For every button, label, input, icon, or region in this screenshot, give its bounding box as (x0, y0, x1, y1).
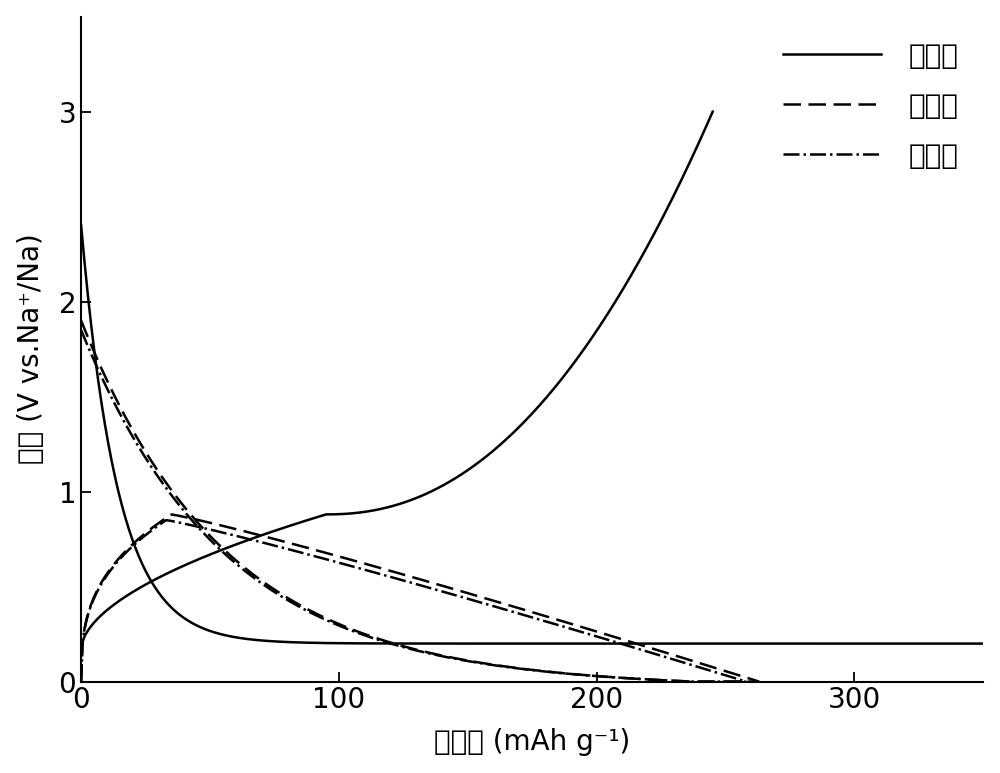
第三圈 (75, 325, 87, 335)
X-axis label: 比容量 (mAh g⁻¹): 比容量 (mAh g⁻¹) (434, 728, 630, 756)
第一圈 (650, 639, 662, 649)
第一圈 (75, 221, 87, 230)
第二圈 (479, 659, 491, 668)
第二圈 (738, 677, 750, 686)
第一圈 (599, 639, 611, 649)
第二圈 (685, 677, 697, 686)
第一圈 (759, 639, 771, 649)
Line: 第二圈: 第二圈 (81, 321, 759, 682)
第二圈 (631, 674, 643, 683)
第一圈 (977, 639, 989, 649)
Line: 第一圈: 第一圈 (81, 226, 983, 644)
第三圈 (726, 677, 738, 686)
第二圈 (75, 316, 87, 325)
Legend: 第一圈, 第二圈, 第三圈: 第一圈, 第二圈, 第三圈 (772, 31, 969, 181)
第一圈 (130, 546, 142, 555)
第二圈 (753, 677, 765, 686)
第一圈 (623, 639, 635, 649)
第三圈 (688, 677, 700, 686)
第三圈 (471, 658, 483, 667)
第三圈 (620, 673, 632, 683)
第二圈 (442, 652, 454, 662)
Y-axis label: 电压 (V vs.Na⁺/Na): 电压 (V vs.Na⁺/Na) (17, 233, 45, 465)
第三圈 (395, 642, 407, 651)
Line: 第三圈: 第三圈 (81, 330, 746, 682)
第一圈 (852, 639, 864, 649)
第三圈 (435, 652, 447, 661)
第二圈 (397, 642, 409, 651)
第二圈 (401, 642, 413, 652)
第三圈 (740, 677, 752, 686)
第三圈 (391, 641, 403, 650)
